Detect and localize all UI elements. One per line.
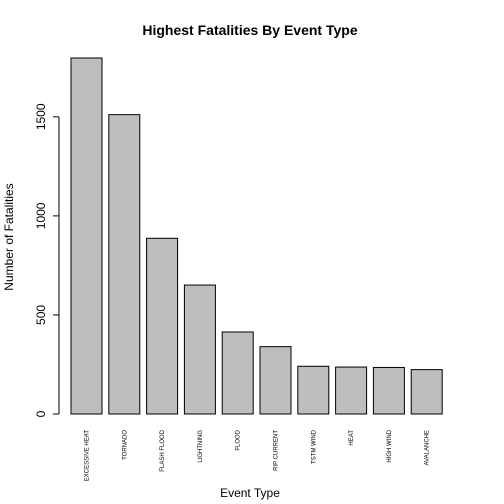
x-tick-label: FLASH FLOOD — [160, 429, 166, 471]
bar-tstm-wind — [297, 365, 330, 415]
x-tick-label: AVALANCHE — [425, 430, 431, 465]
y-tick-label: 1000 — [34, 202, 48, 229]
bar-excessive-heat — [70, 57, 103, 415]
y-axis-label: Number of Fatalities — [2, 183, 16, 290]
y-tick-label: 1500 — [34, 103, 48, 130]
x-tick-label: TSTM WIND — [311, 429, 317, 464]
x-tick-label: HIGH WIND — [387, 429, 393, 462]
y-tick-label: 0 — [34, 410, 48, 417]
bar-lightning — [183, 284, 216, 415]
bar-tornado — [108, 114, 141, 415]
x-tick-label: RIP CURRENT — [274, 430, 280, 471]
x-axis-label: Event Type — [220, 486, 280, 500]
x-tick-label: HEAT — [349, 430, 355, 446]
x-tick-label: LIGHTNING — [198, 430, 204, 463]
bar-rip-current — [259, 346, 292, 415]
bar-heat — [335, 366, 368, 415]
bar-flood — [221, 331, 254, 415]
chart-title: Highest Fatalities By Event Type — [142, 22, 357, 38]
bar-high-wind — [372, 366, 405, 415]
y-tick-label: 500 — [34, 305, 48, 325]
x-tick-label: TORNADO — [122, 430, 128, 460]
bar-flash-flood — [146, 237, 179, 415]
bar-avalanche — [410, 369, 443, 415]
y-axis: 0 500 1000 1500 — [34, 103, 60, 417]
x-tick-label: EXCESSIVE HEAT — [85, 430, 91, 482]
x-tick-label: FLOOD — [236, 429, 242, 450]
bars-group — [70, 57, 443, 415]
x-tick-labels: EXCESSIVE HEAT TORNADO FLASH FLOOD LIGHTNIN… — [85, 429, 431, 481]
